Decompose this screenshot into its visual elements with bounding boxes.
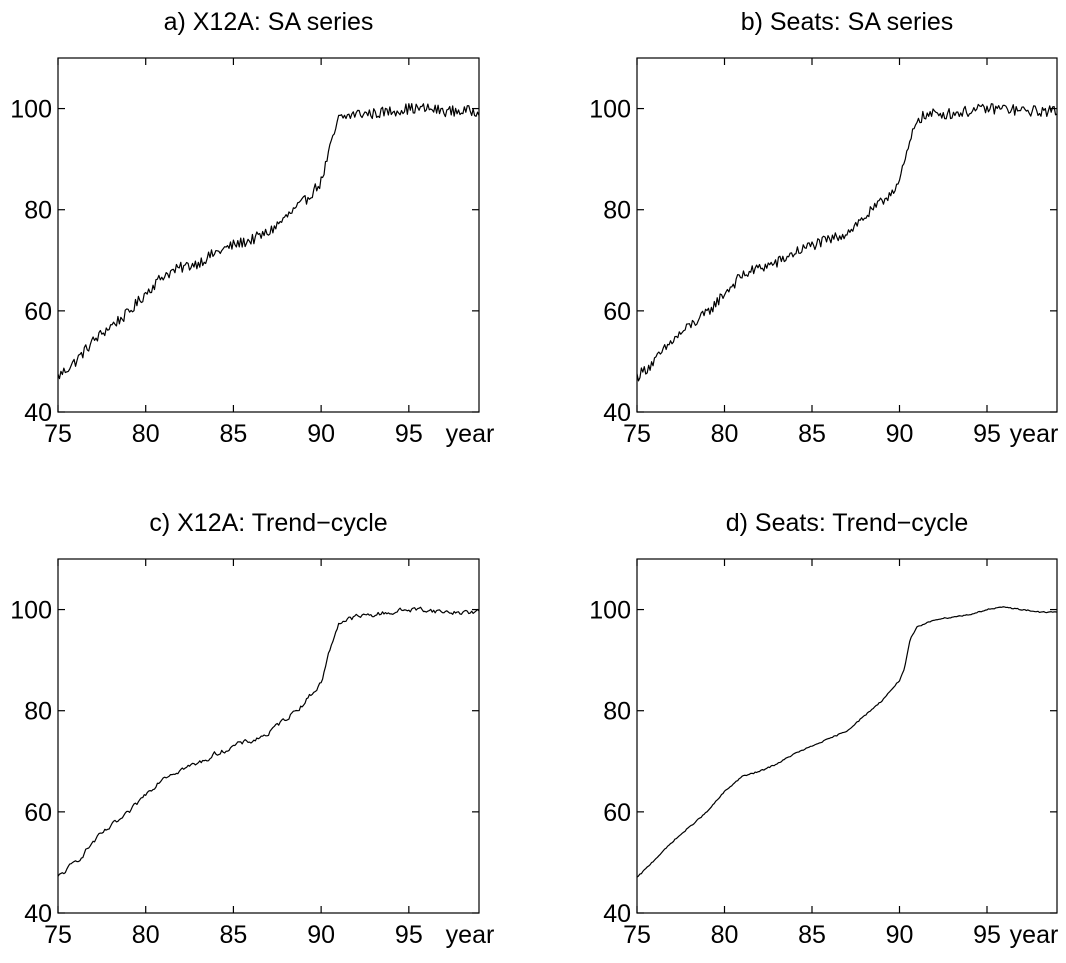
- panel-b-xtick-label: 85: [798, 420, 826, 448]
- panel-a-series-line: [57, 103, 480, 380]
- panel-c-axes-box: [57, 558, 480, 914]
- panel-b-title: b) Seats: SA series: [741, 8, 954, 36]
- panel-a-xlabel: year: [446, 420, 495, 448]
- panel-b-ytick-label: 80: [603, 197, 631, 225]
- panel-d-xtick-label: 85: [798, 921, 826, 949]
- panel-d-series-line: [636, 606, 1058, 878]
- panel-d-xtick-label: 95: [973, 921, 1001, 949]
- panel-c-ytick-label: 100: [10, 597, 52, 625]
- panel-c-xtick-label: 80: [132, 921, 160, 949]
- panel-c-series-line: [57, 606, 480, 877]
- panel-d-axes-box: [636, 558, 1058, 914]
- panel-c-xtick-label: 90: [307, 921, 335, 949]
- panel-d-ytick-label: 60: [603, 799, 631, 827]
- panel-a-ytick-label: 80: [24, 197, 52, 225]
- panel-c-title: c) X12A: Trend−cycle: [149, 509, 387, 537]
- panel-b: b) Seats: SA series 40 60 80 100 75 80 85 90 95 ye…: [589, 8, 1058, 448]
- panel-c-ytick-label: 80: [24, 698, 52, 726]
- panel-b-series-line: [636, 103, 1058, 382]
- panel-c-xtick-label: 75: [44, 921, 72, 949]
- panel-a: a) X12A: SA series 40 60 80 100 75 80 85 90 95 yea…: [10, 8, 494, 448]
- panel-a-ytick-label: 60: [24, 298, 52, 326]
- panel-a-xtick-label: 95: [395, 420, 423, 448]
- panel-b-axes-box: [636, 57, 1058, 413]
- panel-a-ytick-label: 40: [24, 399, 52, 427]
- panel-a-xtick-label: 85: [220, 420, 248, 448]
- panel-c-ytick-label: 40: [24, 900, 52, 928]
- panel-d-ytick-label: 40: [603, 900, 631, 928]
- panel-b-xtick-label: 90: [886, 420, 914, 448]
- panel-d-title: d) Seats: Trend−cycle: [726, 509, 968, 537]
- panel-b-ytick-label: 60: [603, 298, 631, 326]
- panel-c-xtick-label: 85: [220, 921, 248, 949]
- panel-b-xlabel: year: [1010, 420, 1059, 448]
- panel-c: c) X12A: Trend−cycle 40 60 80 100 75 80 85 90 95 y…: [10, 509, 494, 949]
- panel-c-ytick-label: 60: [24, 799, 52, 827]
- panel-b-xtick-label: 75: [623, 420, 651, 448]
- panel-d-ytick-label: 100: [589, 597, 631, 625]
- panel-d-ytick-label: 80: [603, 698, 631, 726]
- panel-c-xlabel: year: [446, 921, 495, 949]
- panel-b-ytick-label: 40: [603, 399, 631, 427]
- panel-c-xtick-label: 95: [395, 921, 423, 949]
- panel-a-xtick-label: 80: [132, 420, 160, 448]
- panel-d-xtick-label: 90: [886, 921, 914, 949]
- panel-d-xlabel: year: [1010, 921, 1059, 949]
- panel-a-xtick-label: 75: [44, 420, 72, 448]
- panel-d-xtick-label: 75: [623, 921, 651, 949]
- panel-d-xtick-label: 80: [711, 921, 739, 949]
- panel-a-title: a) X12A: SA series: [164, 8, 374, 36]
- panel-a-xtick-label: 90: [307, 420, 335, 448]
- panel-a-axes-box: [57, 57, 480, 413]
- panel-b-xtick-label: 80: [711, 420, 739, 448]
- panel-a-ytick-label: 100: [10, 96, 52, 124]
- panel-b-xtick-label: 95: [973, 420, 1001, 448]
- panel-b-ytick-label: 100: [589, 96, 631, 124]
- panel-d: d) Seats: Trend−cycle 40 60 80 100 75 80 85 90 95…: [589, 509, 1058, 949]
